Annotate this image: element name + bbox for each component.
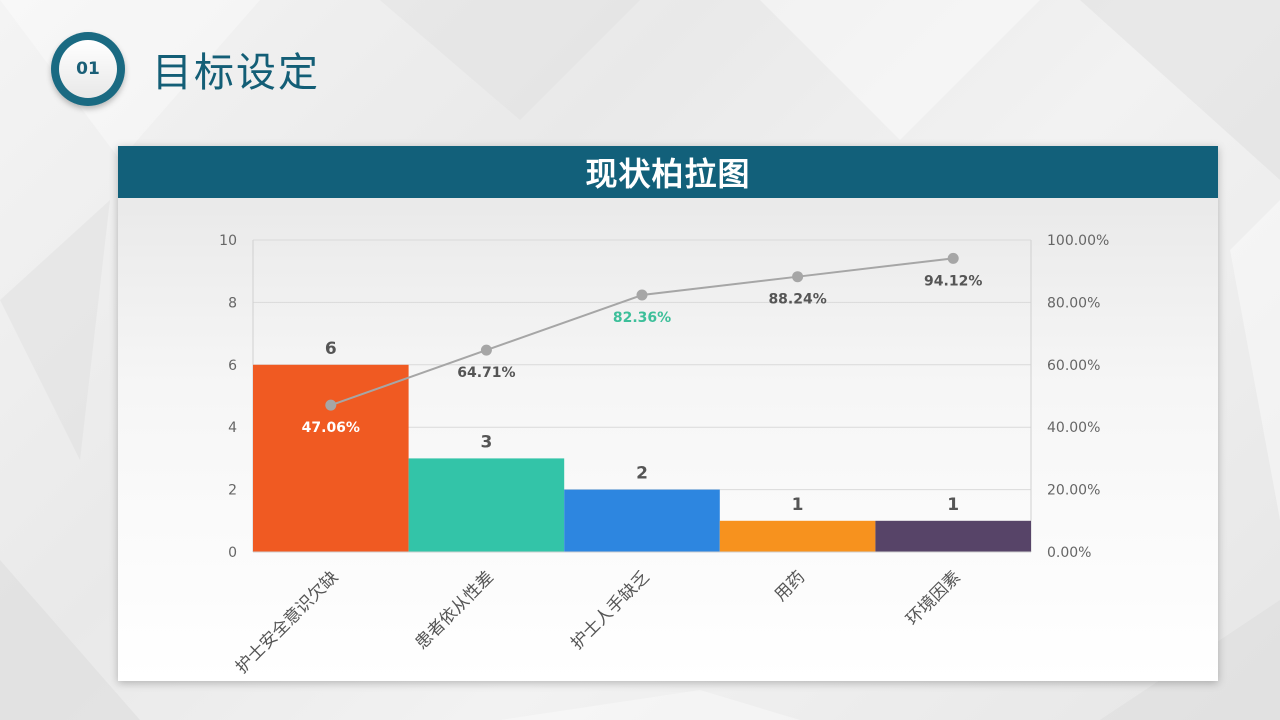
chart-panel: 现状柏拉图 0 2 4 6 8 10 0.00% 20.00% 40.00% 60.00% 80.0… xyxy=(118,146,1218,681)
x-tick-label: 护士人手缺乏 xyxy=(567,567,653,653)
x-tick-label: 患者依从性差 xyxy=(412,567,498,653)
bar xyxy=(564,489,720,552)
y2-tick-label: 40.00% xyxy=(1047,420,1100,436)
y2-tick-label: 20.00% xyxy=(1047,483,1100,499)
line-value-label: 88.24% xyxy=(768,292,826,308)
line-point xyxy=(480,344,492,356)
section-number-badge: 01 xyxy=(51,32,125,106)
line-point xyxy=(792,271,804,283)
y2-tick-label: 100.00% xyxy=(1047,233,1109,249)
y2-tick-label: 0.00% xyxy=(1047,545,1091,561)
line-point xyxy=(636,289,648,301)
y2-tick-label: 60.00% xyxy=(1047,358,1100,374)
y2-tick-label: 80.00% xyxy=(1047,295,1100,311)
bar xyxy=(719,520,876,552)
y-tick-label: 8 xyxy=(228,295,237,311)
bar-value-label: 2 xyxy=(636,464,648,484)
x-tick-label: 护士安全意识欠缺 xyxy=(232,567,342,677)
bar-value-label: 6 xyxy=(325,339,337,359)
x-tick-label: 用药 xyxy=(771,567,809,605)
y-tick-label: 6 xyxy=(228,358,237,374)
section-number: 01 xyxy=(59,40,117,98)
bar xyxy=(875,520,1031,552)
bar xyxy=(408,458,565,552)
line-value-label: 94.12% xyxy=(924,273,982,289)
bar-value-label: 3 xyxy=(480,432,492,452)
chart-title: 现状柏拉图 xyxy=(118,146,1218,198)
line-value-label: 82.36% xyxy=(613,310,671,326)
y-tick-label: 4 xyxy=(228,420,237,436)
line-point xyxy=(947,252,959,264)
line-value-label: 64.71% xyxy=(457,365,515,381)
bar-value-label: 1 xyxy=(792,495,804,515)
x-tick-label: 环境因素 xyxy=(903,567,965,629)
bar-value-label: 1 xyxy=(947,495,959,515)
page-title: 目标设定 xyxy=(152,50,320,96)
y-tick-label: 0 xyxy=(228,545,237,561)
bar xyxy=(253,364,409,552)
pareto-chart: 02468100.00%20.00%40.00%60.00%80.00%100.… xyxy=(219,233,1109,678)
cumulative-line xyxy=(330,257,954,407)
line-value-label: 47.06% xyxy=(302,420,360,436)
y-tick-label: 10 xyxy=(219,233,237,249)
y-tick-label: 2 xyxy=(228,483,237,499)
line-point xyxy=(325,399,337,411)
